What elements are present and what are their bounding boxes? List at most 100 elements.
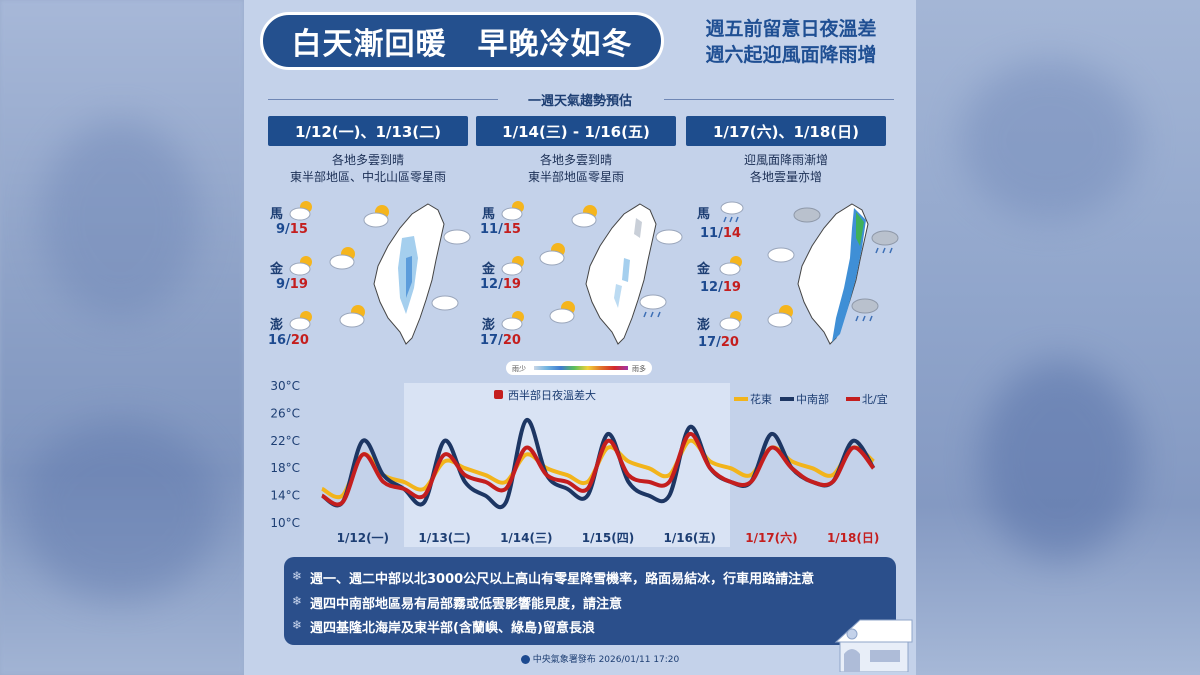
- notes-panel: ❄ 週一、週二中部以北3000公尺以上高山有零星降雪機率，路面易結冰，行車用路請…: [284, 557, 896, 645]
- period-date-1: 1/12(一)、1/13(二): [268, 116, 468, 146]
- island-matsu-label: 馬: [270, 207, 284, 222]
- thermometer-icon: [494, 390, 503, 399]
- x-tick-label: 1/13(二): [418, 531, 470, 545]
- snowflake-icon: ❄: [292, 618, 303, 632]
- rain-scale-bar: [534, 366, 628, 370]
- note-item: 週四中南部地區易有局部霧或低雲影響能見度，請注意: [310, 597, 623, 612]
- island-kinmen-temp: 12/19: [700, 280, 741, 295]
- period-desc-3: 迎風面降雨漸增 各地雲量亦增: [686, 152, 886, 186]
- y-tick-label: 10°C: [270, 516, 300, 530]
- section-divider: [664, 99, 894, 100]
- partly-cloudy-icon: [501, 256, 524, 276]
- cloud-icon: [443, 229, 471, 245]
- background-blob: [20, 420, 220, 600]
- temp-high: 19: [722, 280, 741, 295]
- x-tick-label: 1/16(五): [664, 531, 716, 545]
- island-penghu-label: 澎: [697, 318, 711, 333]
- temp-separator: /: [498, 277, 503, 292]
- desc-line: 各地多雲到晴: [331, 153, 404, 167]
- snowflake-icon: ❄: [292, 569, 303, 583]
- temp-separator: /: [718, 280, 723, 295]
- legend-label: 中南部: [796, 392, 829, 406]
- section-title: 一週天氣趨勢預估: [527, 94, 632, 109]
- island-kinmen-label: 金: [482, 262, 496, 277]
- cloud-icon: [655, 229, 683, 245]
- poster-title: 白天漸回暖 早晚冷如冬: [260, 12, 664, 70]
- x-tick-label: 1/12(一): [337, 531, 389, 545]
- desc-line: 迎風面降雨漸增: [743, 153, 828, 167]
- island-matsu-label: 馬: [482, 207, 496, 222]
- background-left: [0, 0, 244, 675]
- desc-line: 東半部地區零星雨: [527, 170, 624, 184]
- x-tick-label: 1/14(三): [500, 531, 552, 545]
- weather-poster: 白天漸回暖 早晚冷如冬 週五前留意日夜溫差 週六起迎風面降雨增 一週天氣趨勢預估…: [244, 0, 916, 675]
- footer-text: 中央氣象署發布 2026/01/11 17:20: [532, 655, 680, 665]
- temp-low: 12: [700, 280, 719, 295]
- partly-cloudy-icon: [363, 205, 389, 228]
- island-penghu-temp: 16/20: [268, 333, 309, 348]
- island-penghu-label: 澎: [270, 318, 284, 333]
- period-date-3: 1/17(六)、1/18(日): [686, 116, 886, 146]
- subtitle-line-1: 週五前留意日夜溫差: [705, 18, 877, 40]
- legend-label: 北/宜: [862, 392, 888, 406]
- partly-cloudy-icon: [329, 247, 355, 270]
- y-tick-label: 14°C: [270, 489, 300, 503]
- cloud-icon: [793, 207, 821, 223]
- temp-low: 17: [698, 335, 717, 350]
- temp-separator: /: [285, 222, 290, 237]
- background-blob: [980, 360, 1140, 560]
- temp-high: 20: [720, 335, 739, 350]
- temp-high: 19: [502, 277, 521, 292]
- temp-low: 12: [480, 277, 499, 292]
- y-tick-label: 22°C: [270, 434, 300, 448]
- taiwan-rain-map: [585, 203, 657, 345]
- island-kinmen-label: 金: [270, 262, 284, 277]
- temp-low: 16: [268, 333, 287, 348]
- y-tick-label: 18°C: [270, 461, 300, 475]
- rain-cloud-icon: [639, 294, 667, 318]
- partly-cloudy-icon: [339, 305, 365, 328]
- temp-separator: /: [718, 226, 723, 241]
- temp-separator: /: [498, 333, 503, 348]
- temp-low: 17: [480, 333, 499, 348]
- section-divider: [268, 99, 498, 100]
- cloud-icon: [431, 295, 459, 311]
- temp-high: 20: [290, 333, 309, 348]
- temp-low: 11: [700, 226, 719, 241]
- x-tick-label: 1/18(日): [827, 531, 879, 545]
- island-kinmen-temp: 9/19: [276, 277, 308, 292]
- partly-cloudy-icon: [767, 305, 793, 328]
- temp-low: 9: [276, 222, 286, 237]
- partly-cloudy-icon: [289, 311, 312, 331]
- temperature-trend-chart: 30°C 26°C 22°C 18°C 14°C 10°C 1/12(一) 1/13(二) 1/…: [270, 379, 888, 545]
- subtitle-line-2: 週六起迎風面降雨增: [705, 44, 877, 66]
- rain-cloud-icon: [720, 201, 744, 223]
- cloud-icon: [767, 247, 795, 263]
- partly-cloudy-icon: [719, 311, 742, 331]
- partly-cloudy-icon: [549, 301, 575, 324]
- desc-line: 各地多雲到晴: [539, 153, 612, 167]
- taiwan-rain-map: [373, 203, 445, 345]
- y-tick-label: 30°C: [270, 379, 300, 393]
- partly-cloudy-icon: [501, 201, 524, 221]
- island-matsu-label: 馬: [697, 207, 711, 222]
- period-date-2: 1/14(三) - 1/16(五): [476, 116, 676, 146]
- partly-cloudy-icon: [501, 311, 524, 331]
- island-kinmen-label: 金: [697, 262, 711, 277]
- snowy-house-icon: [834, 619, 913, 672]
- island-matsu-temp: 11/15: [480, 222, 521, 237]
- period-desc-2: 各地多雲到晴 東半部地區零星雨: [476, 152, 676, 186]
- temp-separator: /: [286, 333, 291, 348]
- island-penghu-label: 澎: [482, 318, 496, 333]
- period-desc-1: 各地多雲到晴 東半部地區、中北山區零星雨: [268, 152, 468, 186]
- rain-cloud-icon: [871, 230, 899, 254]
- legend-label: 花東: [750, 393, 772, 406]
- background-blob: [960, 60, 1140, 220]
- note-item: 週一、週二中部以北3000公尺以上高山有零星降雪機率，路面易結冰，行車用路請注意: [310, 572, 815, 587]
- chart-annotation: 西半部日夜溫差大: [508, 388, 596, 402]
- temp-high: 15: [502, 222, 521, 237]
- temp-low: 11: [480, 222, 499, 237]
- partly-cloudy-icon: [719, 256, 742, 276]
- partly-cloudy-icon: [539, 243, 565, 266]
- partly-cloudy-icon: [289, 201, 312, 221]
